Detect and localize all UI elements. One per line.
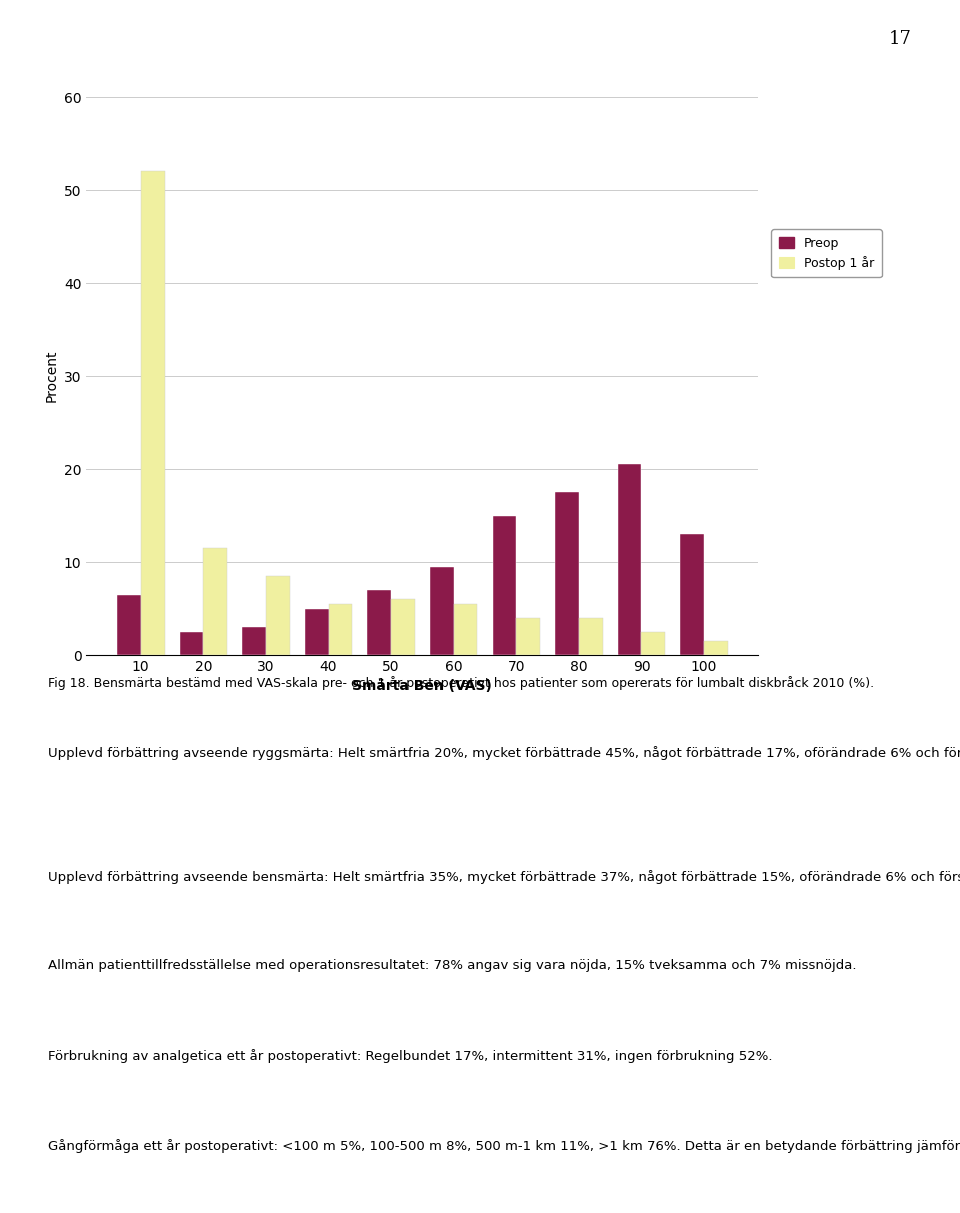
Bar bbox=[454, 604, 477, 655]
Bar bbox=[681, 534, 704, 655]
Text: 17: 17 bbox=[889, 30, 912, 49]
Bar bbox=[328, 604, 352, 655]
X-axis label: Smärta Ben (VAS): Smärta Ben (VAS) bbox=[352, 679, 492, 694]
Bar bbox=[391, 599, 415, 655]
Bar bbox=[117, 594, 141, 655]
Bar bbox=[430, 566, 454, 655]
Bar bbox=[704, 640, 728, 655]
Bar bbox=[266, 576, 290, 655]
Text: Förbrukning av analgetica ett år postoperativt: Regelbundet 17%, intermittent 31: Förbrukning av analgetica ett år postope… bbox=[48, 1049, 773, 1064]
Bar bbox=[141, 171, 164, 655]
Text: Upplevd förbättring avseende bensmärta: Helt smärtfria 35%, mycket förbättrade 3: Upplevd förbättring avseende bensmärta: … bbox=[48, 870, 960, 884]
Bar bbox=[368, 590, 391, 655]
Bar bbox=[617, 465, 641, 655]
Legend: Preop, Postop 1 år: Preop, Postop 1 år bbox=[772, 229, 881, 278]
Text: Upplevd förbättring avseende ryggsmärta: Helt smärtfria 20%, mycket förbättrade : Upplevd förbättring avseende ryggsmärta:… bbox=[48, 746, 960, 761]
Text: Fig 18. Bensmärta bestämd med VAS-skala pre- och 1 år postoperativt hos patiente: Fig 18. Bensmärta bestämd med VAS-skala … bbox=[48, 676, 875, 690]
Bar bbox=[204, 548, 228, 655]
Bar bbox=[555, 492, 579, 655]
Y-axis label: Procent: Procent bbox=[44, 349, 59, 403]
Bar bbox=[579, 617, 603, 655]
Bar bbox=[641, 632, 665, 655]
Text: Gångförmåga ett år postoperativt: <100 m 5%, 100-500 m 8%, 500 m-1 km 11%, >1 km: Gångförmåga ett år postoperativt: <100 m… bbox=[48, 1139, 960, 1154]
Bar bbox=[304, 609, 328, 655]
Bar bbox=[180, 632, 204, 655]
Bar bbox=[492, 516, 516, 655]
Text: Allmän patienttillfredsställelse med operationsresultatet: 78% angav sig vara nö: Allmän patienttillfredsställelse med ope… bbox=[48, 959, 856, 973]
Bar bbox=[242, 627, 266, 655]
Bar bbox=[516, 617, 540, 655]
